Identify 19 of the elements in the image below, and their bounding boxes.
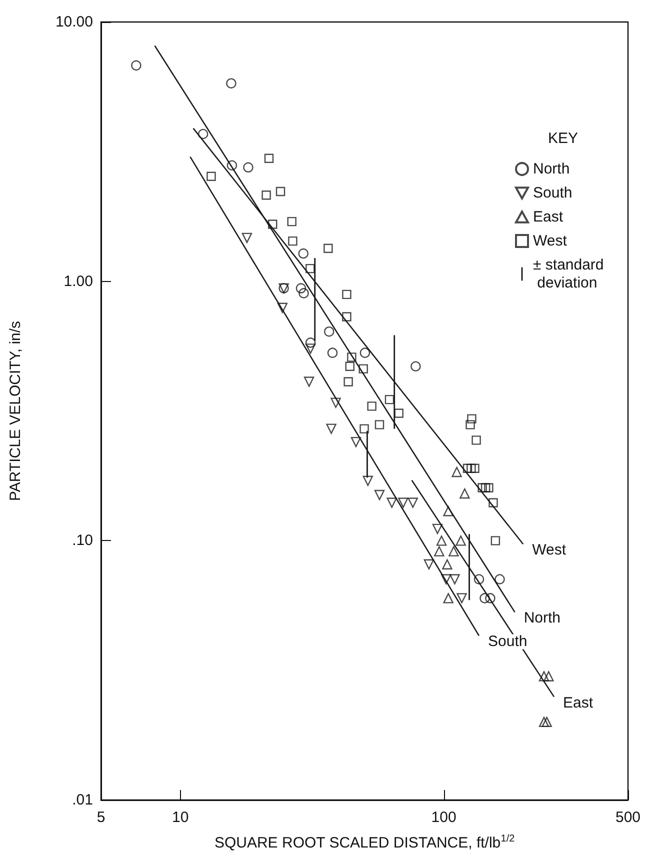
y-tick-label: 10.00 <box>55 14 93 30</box>
series-label: North <box>524 610 561 627</box>
legend-label: East <box>533 208 564 226</box>
y-tick-label: .01 <box>72 792 93 808</box>
series-label: West <box>532 542 567 559</box>
y-tick-label: 1.00 <box>64 272 93 290</box>
x-tick-label: 100 <box>431 809 456 826</box>
x-tick-label: 5 <box>96 809 106 826</box>
series-label: East <box>563 694 594 712</box>
legend-label: South <box>533 184 572 202</box>
y-axis-title: PARTICLE VELOCITY, in/s <box>7 320 24 502</box>
legend-label: ± standard deviation <box>533 256 604 292</box>
legend-title: KEY <box>548 130 578 147</box>
series-label: South <box>488 633 528 650</box>
y-tick-label: .10 <box>72 532 93 550</box>
x-tick-label: 500 <box>615 809 641 826</box>
legend-label: West <box>533 232 568 250</box>
legend-label: North <box>533 160 570 178</box>
x-tick-label: 10 <box>172 809 189 826</box>
